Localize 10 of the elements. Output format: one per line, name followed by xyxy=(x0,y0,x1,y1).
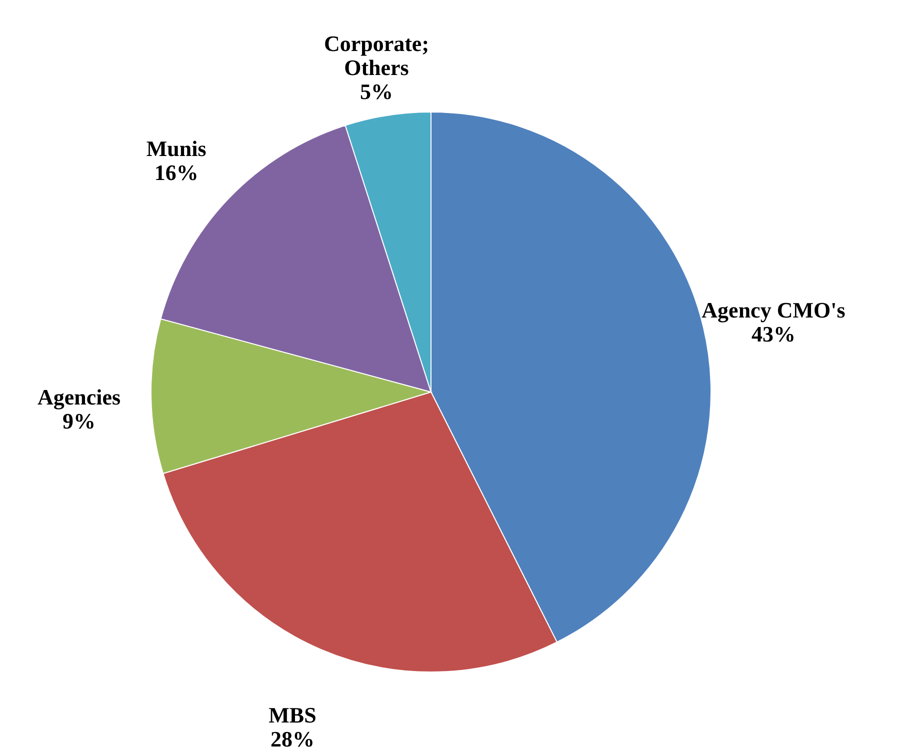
slice-label: Agency CMO's xyxy=(702,298,846,323)
data-label: 28% xyxy=(270,726,315,748)
slice-label: Corporate; Others xyxy=(324,31,430,80)
data-label: 43% xyxy=(751,322,796,347)
slice-label: Munis xyxy=(146,136,207,161)
data-label: 16% xyxy=(154,160,198,185)
data-label: 9% xyxy=(62,408,96,434)
slice-label: MBS xyxy=(268,702,316,728)
data-label: 5% xyxy=(360,79,393,104)
slice-label: Agencies xyxy=(37,384,122,410)
